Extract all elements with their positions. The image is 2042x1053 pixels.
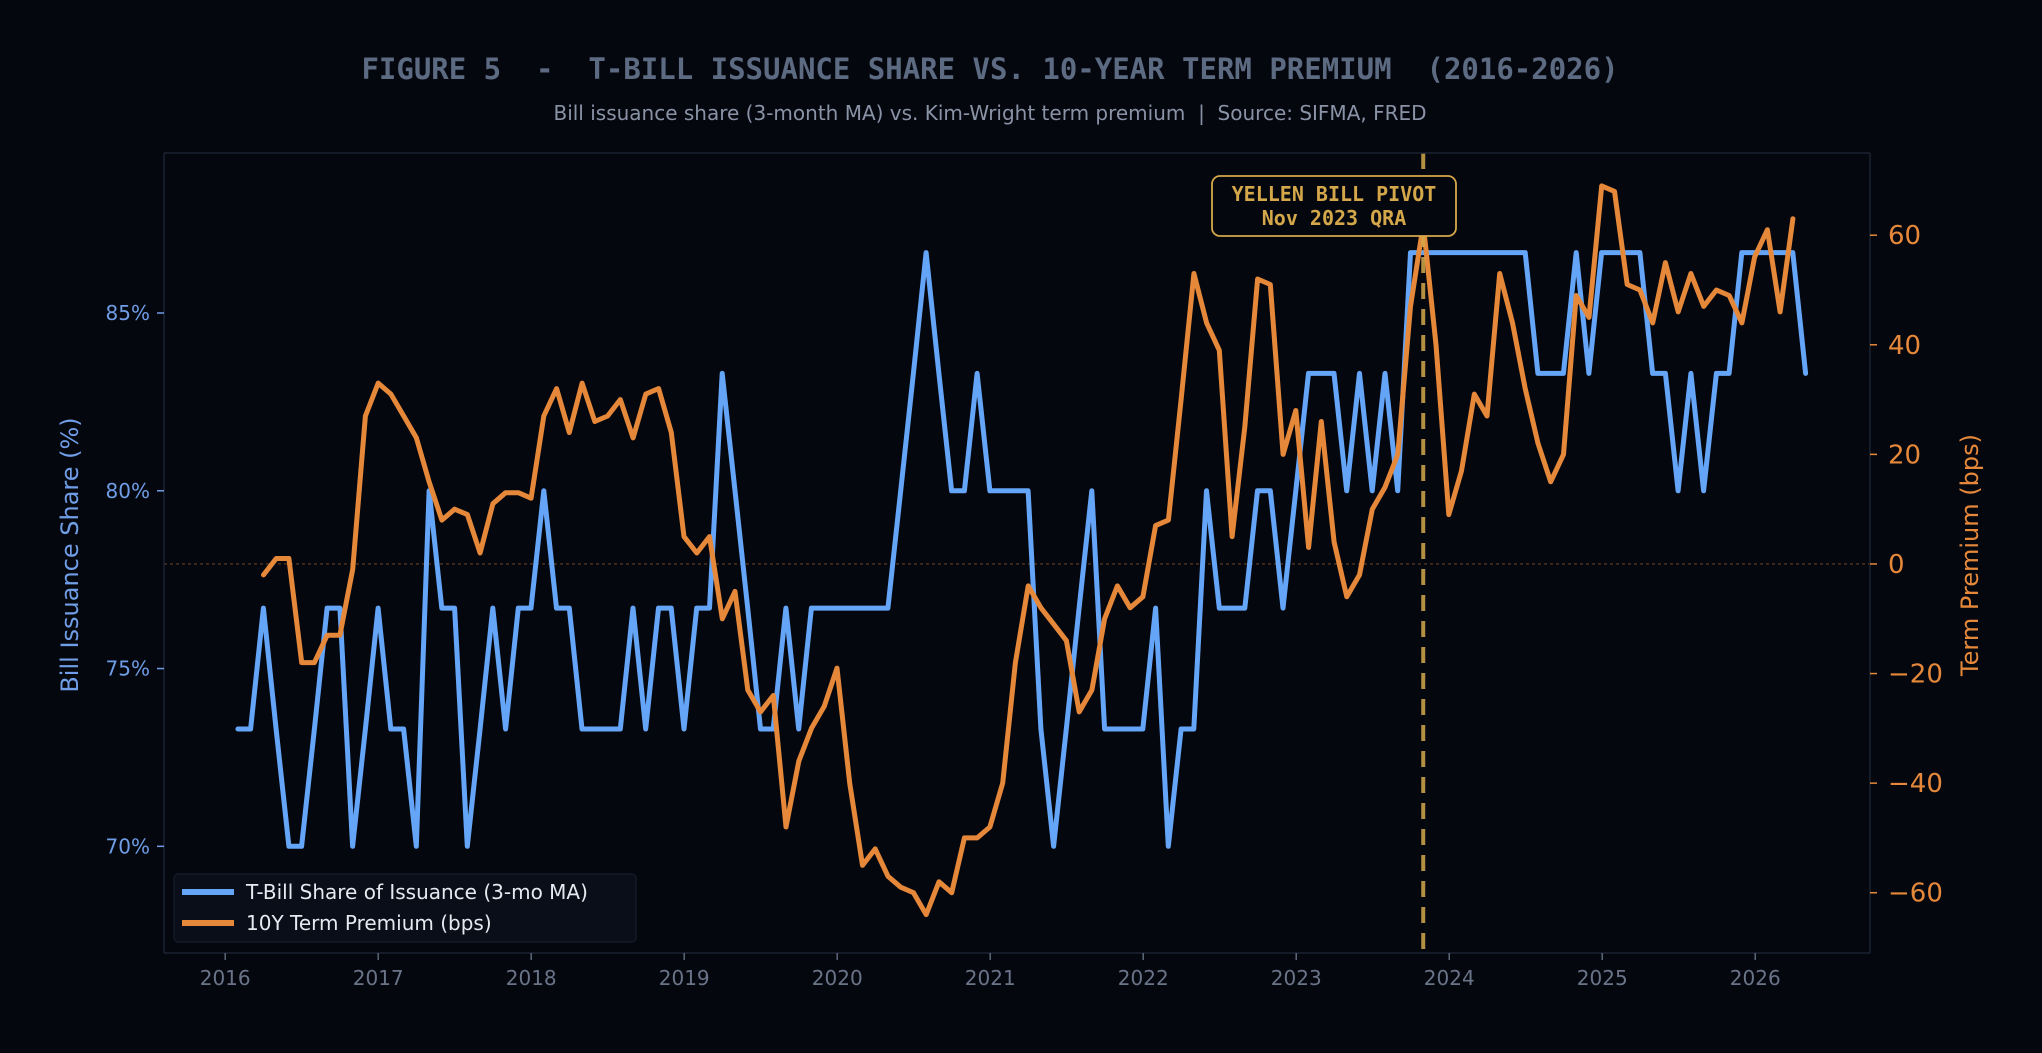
annotation-subtitle: Nov 2023 QRA (1262, 206, 1407, 230)
chart-title: FIGURE 5 - T-BILL ISSUANCE SHARE VS. 10-… (361, 52, 1619, 86)
plot-area (164, 153, 1870, 953)
y-right-tick-label: −20 (1888, 660, 1943, 690)
x-tick-group: 2016 2017 2018 2019 2020 2021 2022 2023 2024 2025… (200, 953, 1781, 990)
y-right-tick-label: −40 (1888, 769, 1943, 799)
series-layer (235, 183, 1809, 918)
y-axis-label-right: Term Premium (bps) (1956, 434, 1984, 677)
annotation-title: YELLEN BILL PIVOT (1232, 182, 1437, 206)
y-left-tick-label: 70% (106, 834, 150, 858)
x-tick-label: 2024 (1424, 966, 1475, 990)
chart-subtitle: Bill issuance share (3-month MA) vs. Kim… (553, 101, 1427, 125)
x-tick-label: 2021 (965, 966, 1016, 990)
legend-label-bill-share: T-Bill Share of Issuance (3-mo MA) (245, 880, 588, 904)
axes-layer (163, 152, 1871, 954)
legend-label-term-premium: 10Y Term Premium (bps) (246, 911, 492, 935)
x-tick-label: 2023 (1271, 966, 1322, 990)
x-tick-label: 2026 (1730, 966, 1781, 990)
legend-box (173, 873, 637, 943)
x-tick-label: 2018 (506, 966, 557, 990)
annotation-layer: YELLEN BILL PIVOT Nov 2023 QRA (1211, 153, 1457, 953)
series-line-bill-share (235, 250, 1809, 849)
y-right-tick-label: 60 (1888, 221, 1921, 251)
legend: T-Bill Share of Issuance (3-mo MA) 10Y T… (173, 873, 637, 943)
y-right-tick-label: 40 (1888, 331, 1921, 361)
x-tick-label: 2019 (659, 966, 710, 990)
y-left-tick-label: 85% (106, 301, 150, 325)
x-tick-label: 2020 (812, 966, 863, 990)
y-left-tick-label: 80% (106, 479, 150, 503)
x-tick-label: 2025 (1577, 966, 1628, 990)
y-right-tick-label: 20 (1888, 440, 1921, 470)
y-right-tick-label: 0 (1888, 550, 1905, 580)
x-tick-label: 2016 (200, 966, 251, 990)
series-line-term-premium (261, 183, 1796, 918)
x-tick-label: 2022 (1118, 966, 1169, 990)
y-right-tick-label: −60 (1888, 879, 1943, 909)
x-tick-label: 2017 (353, 966, 404, 990)
y-left-tick-label: 75% (106, 657, 150, 681)
annotation-box (1211, 175, 1457, 237)
y-axis-label-left: Bill Issuance Share (%) (56, 417, 84, 692)
y-left-tick-group: 70% 75% 80% 85% (106, 301, 164, 858)
y-right-tick-group: −60 −40 −20 0 20 40 60 (1870, 221, 1943, 909)
